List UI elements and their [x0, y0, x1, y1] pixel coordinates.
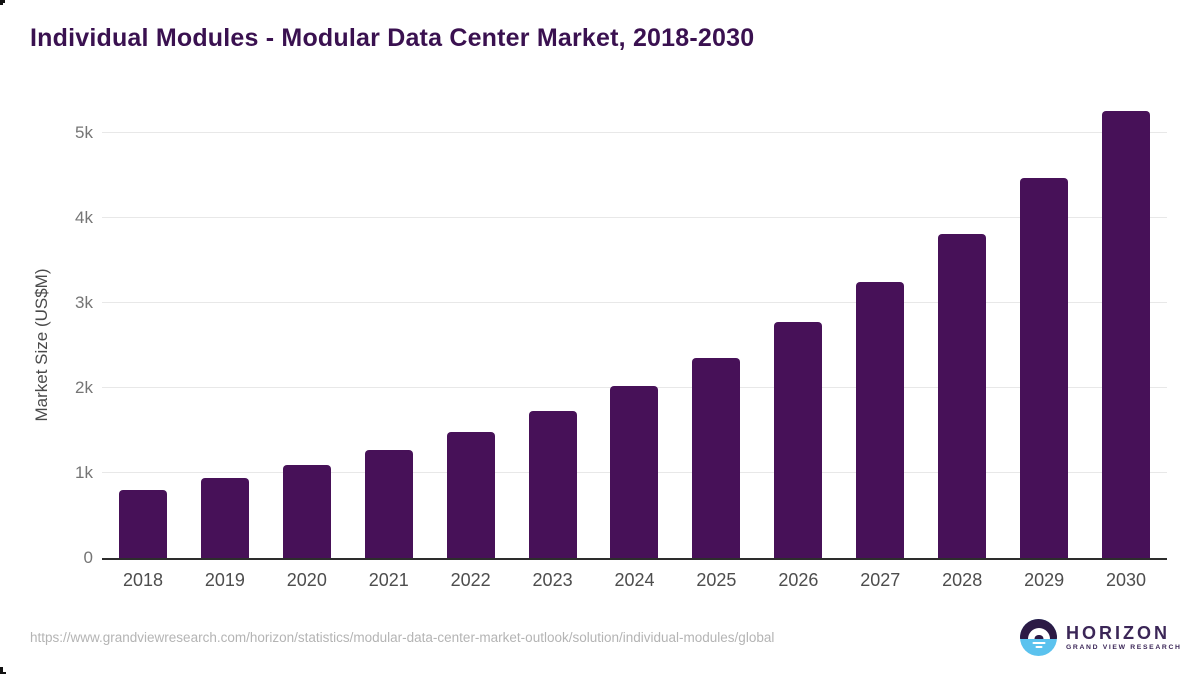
bar-slot-2023	[512, 98, 594, 558]
x-tick-label-2020: 2020	[286, 570, 327, 590]
y-tick-label-0: 0	[83, 548, 93, 567]
bar-slot-2026	[757, 98, 839, 558]
bar-slot-2027	[839, 98, 921, 558]
bars-layer	[102, 98, 1167, 558]
x-tick-label-2024: 2024	[614, 570, 655, 590]
bar-slot-2024	[594, 98, 676, 558]
x-tick-label-2018: 2018	[122, 570, 163, 590]
horizon-logo-icon	[1020, 619, 1057, 656]
x-tick-label-2029: 2029	[1024, 570, 1065, 590]
x-tick-label-2030: 2030	[1106, 570, 1147, 590]
bar-2021[interactable]	[364, 449, 413, 558]
x-tick-label-2028: 2028	[942, 570, 983, 590]
bar-2028[interactable]	[938, 234, 987, 558]
x-tick-label-2025: 2025	[696, 570, 737, 590]
y-tick-label-2k: 2k	[75, 378, 93, 397]
x-tick-label-2019: 2019	[204, 570, 245, 590]
bar-2029[interactable]	[1020, 178, 1069, 558]
y-tick-label-4k: 4k	[75, 208, 93, 227]
logo-title: HORIZON	[1066, 623, 1170, 643]
bar-2018[interactable]	[118, 490, 167, 558]
bar-slot-2025	[675, 98, 757, 558]
bar-2020[interactable]	[282, 465, 331, 558]
x-axis-ticks: 2018 2019 2020 2021 2022 2023 2024 2025 2026 2027…	[102, 570, 1167, 591]
bar-2022[interactable]	[446, 432, 495, 558]
bar-slot-2029	[1003, 98, 1085, 558]
bar-slot-2019	[184, 98, 266, 558]
crop-artifact-bottom-left	[0, 667, 6, 674]
y-tick-label-5k: 5k	[75, 123, 93, 142]
x-tick-label-2026: 2026	[778, 570, 819, 590]
x-tick-label-2023: 2023	[532, 570, 573, 590]
bar-2030[interactable]	[1102, 110, 1151, 558]
y-tick-label-3k: 3k	[75, 293, 93, 312]
bar-slot-2020	[266, 98, 348, 558]
x-tick-label-2027: 2027	[860, 570, 901, 590]
bar-2019[interactable]	[200, 477, 249, 558]
logo-subtitle: GRAND VIEW RESEARCH	[1066, 644, 1182, 651]
bar-2024[interactable]	[610, 386, 659, 558]
bar-2025[interactable]	[692, 357, 741, 558]
y-axis-title: Market Size (US$M)	[32, 268, 51, 422]
x-tick-label-2021: 2021	[368, 570, 409, 590]
bar-2023[interactable]	[528, 410, 577, 558]
gridline-3k	[102, 302, 1167, 303]
bar-slot-2030	[1085, 98, 1167, 558]
bar-2027[interactable]	[856, 282, 905, 558]
bar-slot-2018	[102, 98, 184, 558]
gridline-4k	[102, 217, 1167, 218]
x-tick-label-2022: 2022	[450, 570, 491, 590]
y-tick-label-1k: 1k	[75, 463, 93, 482]
bar-slot-2022	[430, 98, 512, 558]
horizon-logo: HORIZON GRAND VIEW RESEARCH	[1020, 619, 1182, 656]
bar-slot-2028	[921, 98, 1003, 558]
bar-slot-2021	[348, 98, 430, 558]
plot-area: 0 1k 2k 3k 4k 5k	[75, 98, 1167, 567]
gridline-5k	[102, 132, 1167, 133]
crop-artifact-top-left	[0, 0, 5, 5]
chart-title: Individual Modules - Modular Data Center…	[30, 24, 755, 52]
source-url: https://www.grandviewresearch.com/horizo…	[30, 630, 775, 645]
bar-2026[interactable]	[774, 322, 823, 558]
